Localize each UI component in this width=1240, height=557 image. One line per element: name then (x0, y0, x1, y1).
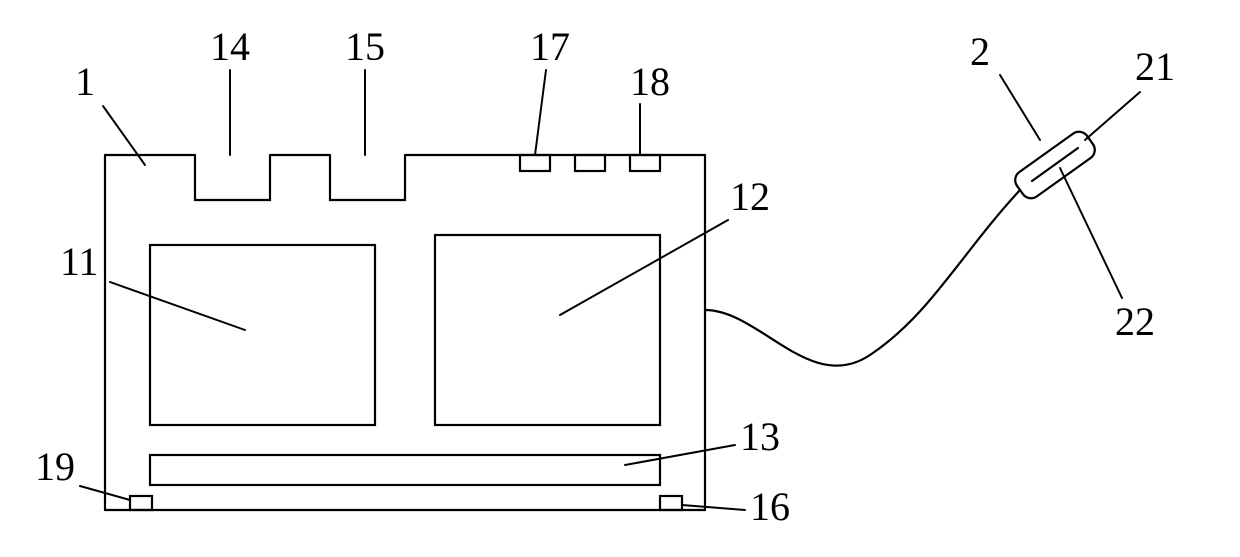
top-recess-1 (195, 155, 270, 200)
label-1: 1 (75, 59, 95, 104)
label-13: 13 (740, 414, 780, 459)
leader-11 (110, 282, 245, 330)
label-11: 11 (60, 239, 99, 284)
label-22: 22 (1115, 299, 1155, 344)
label-18: 18 (630, 59, 670, 104)
label-2: 2 (970, 29, 990, 74)
top-small-1 (520, 155, 550, 171)
label-12: 12 (730, 174, 770, 219)
diagram-canvas: 121112131415161718192122 (0, 0, 1240, 557)
bottom-bar (150, 455, 660, 485)
leader-1 (103, 106, 145, 165)
label-16: 16 (750, 484, 790, 529)
leader-22 (1060, 168, 1122, 298)
inner-box-left (150, 245, 375, 425)
label-17: 17 (530, 24, 570, 69)
label-14: 14 (210, 24, 250, 69)
label-21: 21 (1135, 44, 1175, 89)
label-19: 19 (35, 444, 75, 489)
label-15: 15 (345, 24, 385, 69)
top-small-3 (630, 155, 660, 171)
inner-box-right (435, 235, 660, 425)
leader-21 (1085, 92, 1140, 140)
leader-2 (1000, 75, 1040, 140)
foot-left (130, 496, 152, 510)
top-small-2 (575, 155, 605, 171)
probe-inner-line (1032, 148, 1078, 181)
leader-17 (535, 70, 546, 155)
top-recess-2 (330, 155, 405, 200)
foot-right (660, 496, 682, 510)
